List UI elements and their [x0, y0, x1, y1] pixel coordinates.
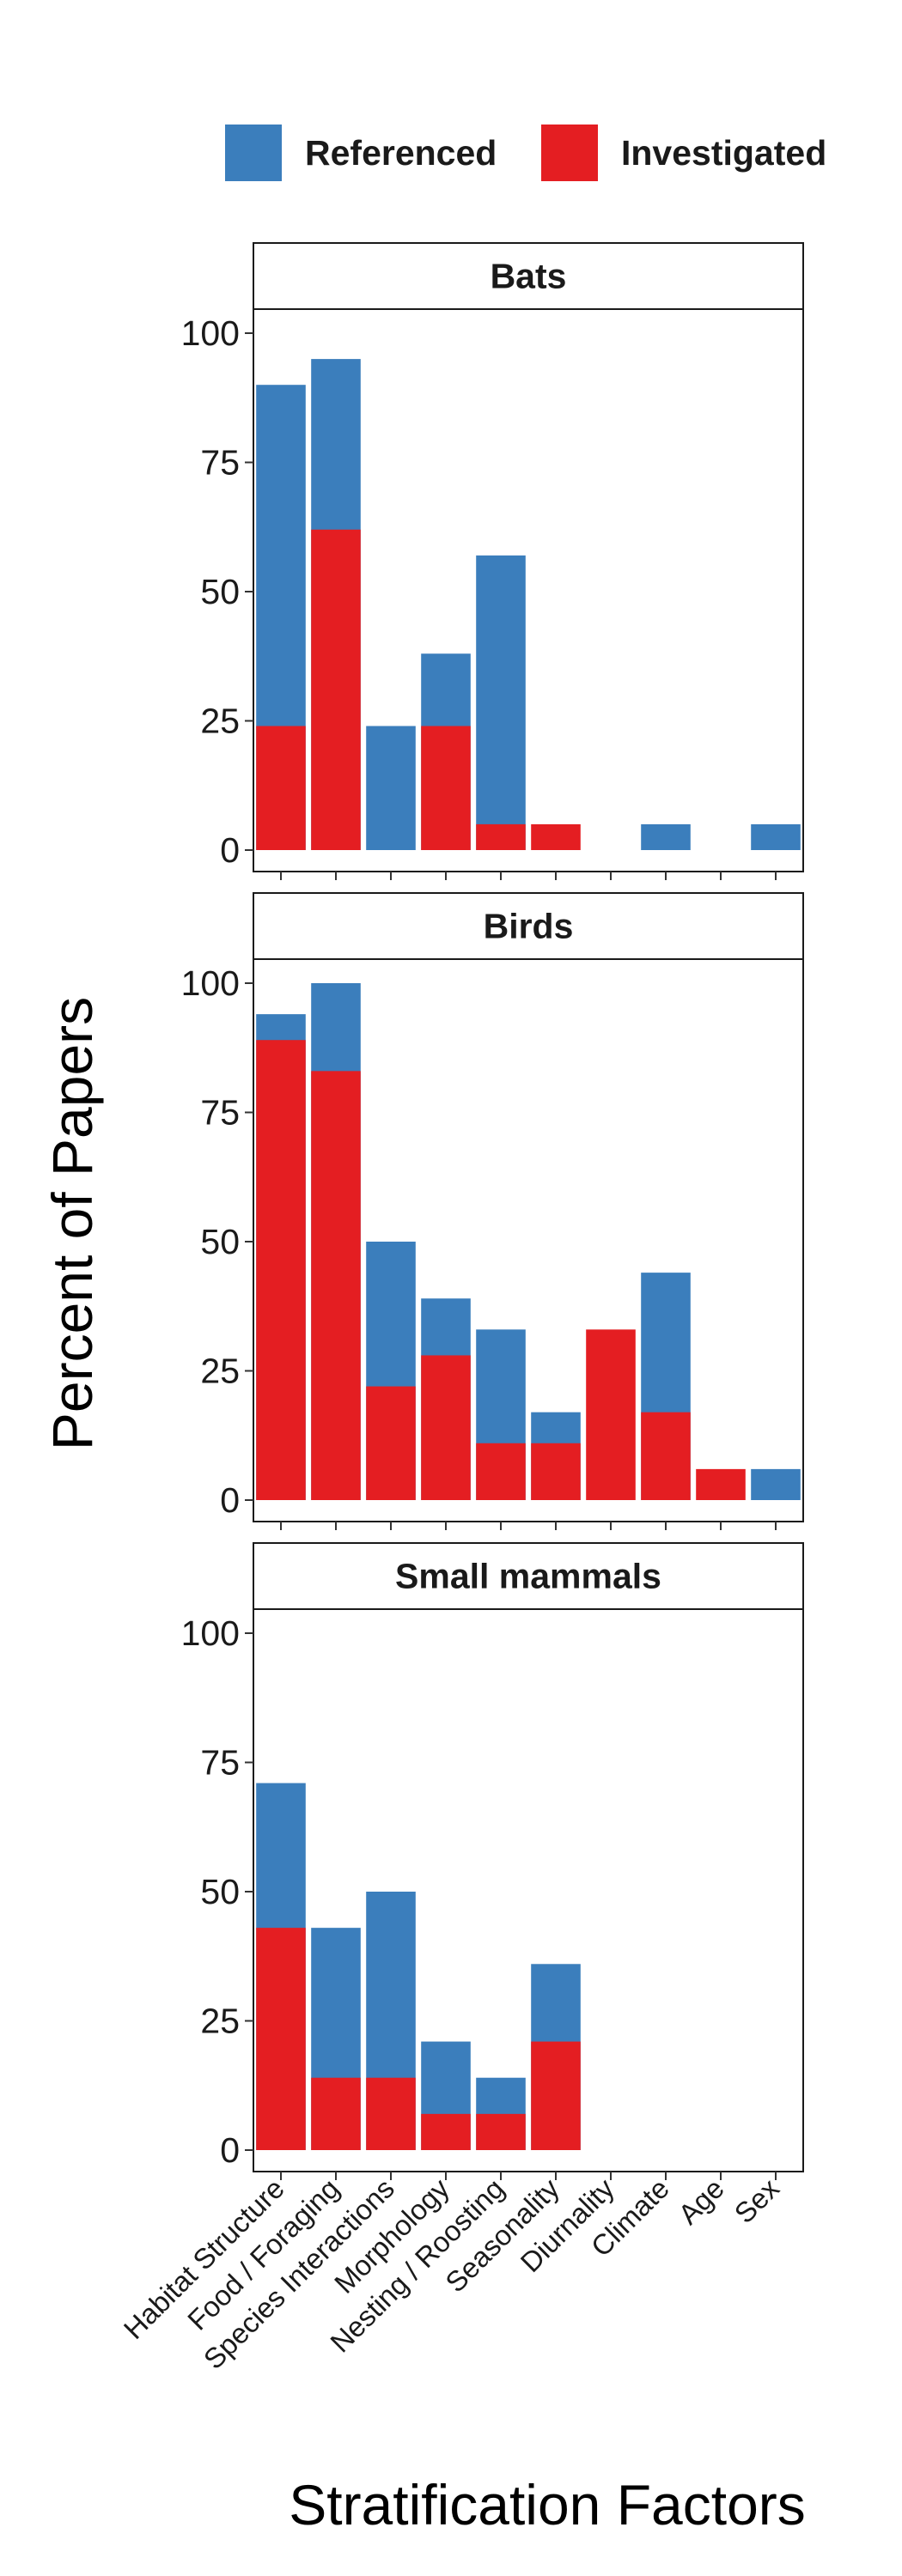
y-tick-label: 75 — [200, 1093, 240, 1133]
x-axis-title: Stratification Factors — [289, 2473, 806, 2537]
bar-investigated-food-foraging — [311, 1071, 361, 1500]
x-tick-label-sex: Sex — [728, 2172, 786, 2229]
y-tick-label: 75 — [200, 443, 240, 483]
panel-bats: Bats 0 25 50 75 100 — [181, 242, 804, 880]
legend-swatch-investigated — [541, 125, 598, 181]
bar-referenced-species-interactions — [366, 726, 416, 850]
panel-strip — [253, 892, 804, 960]
panel-birds: Birds 0 25 50 75 100 — [181, 892, 804, 1530]
bar-investigated-morphology — [421, 1355, 471, 1500]
bar-investigated-morphology — [421, 2113, 471, 2150]
bar-investigated-habitat-structure — [256, 1928, 306, 2150]
bar-referenced-climate — [641, 823, 691, 850]
legend-label-referenced: Referenced — [305, 133, 497, 173]
legend: Referenced Investigated — [225, 125, 826, 181]
legend-swatch-referenced — [225, 125, 282, 181]
bar-referenced-nesting-roosting — [476, 555, 526, 850]
y-tick-label: 0 — [220, 1480, 240, 1520]
panel-title: Small mammals — [395, 1557, 661, 1596]
bar-referenced-sex — [751, 823, 801, 850]
bar-investigated-seasonality — [531, 1443, 581, 1500]
panel-border — [253, 308, 804, 872]
panel-border — [253, 958, 804, 1522]
panel-border — [253, 1608, 804, 2172]
y-tick-label: 75 — [200, 1743, 240, 1783]
bar-investigated-habitat-structure — [256, 726, 306, 850]
legend-label-investigated: Investigated — [621, 133, 826, 173]
bar-investigated-seasonality — [531, 2041, 581, 2150]
y-tick-label: 50 — [200, 1872, 240, 1911]
bar-investigated-climate — [641, 1412, 691, 1500]
y-tick-label: 0 — [220, 830, 240, 870]
x-tick-label-age: Age — [672, 2172, 730, 2231]
y-tick-label: 100 — [181, 313, 240, 353]
bar-investigated-species-interactions — [366, 2077, 416, 2150]
y-axis-title: Percent of Papers — [40, 997, 104, 1450]
y-tick-label: 25 — [200, 2002, 240, 2041]
y-tick-label: 100 — [181, 963, 240, 1003]
bar-investigated-food-foraging — [311, 2077, 361, 2150]
bar-investigated-seasonality — [531, 823, 581, 850]
bar-investigated-nesting-roosting — [476, 1443, 526, 1500]
panel-small-mammals: Small mammals 0 25 50 75 100 — [181, 1542, 804, 2180]
y-tick-label: 50 — [200, 1222, 240, 1261]
bar-investigated-species-interactions — [366, 1386, 416, 1500]
y-tick-label: 50 — [200, 572, 240, 611]
y-tick-label: 0 — [220, 2130, 240, 2170]
bar-referenced-sex — [751, 1468, 801, 1500]
bar-investigated-diurnality — [586, 1329, 636, 1500]
panel-strip — [253, 242, 804, 310]
y-tick-label: 100 — [181, 1613, 240, 1653]
bar-investigated-nesting-roosting — [476, 2113, 526, 2150]
bar-investigated-food-foraging — [311, 529, 361, 850]
bar-investigated-habitat-structure — [256, 1040, 306, 1500]
panel-strip — [253, 1542, 804, 1610]
y-tick-label: 25 — [200, 1352, 240, 1391]
bar-investigated-morphology — [421, 726, 471, 850]
bar-investigated-age — [696, 1468, 746, 1500]
panel-title: Birds — [484, 907, 574, 946]
y-tick-label: 25 — [200, 702, 240, 741]
bar-investigated-nesting-roosting — [476, 823, 526, 850]
panel-title: Bats — [491, 257, 567, 296]
